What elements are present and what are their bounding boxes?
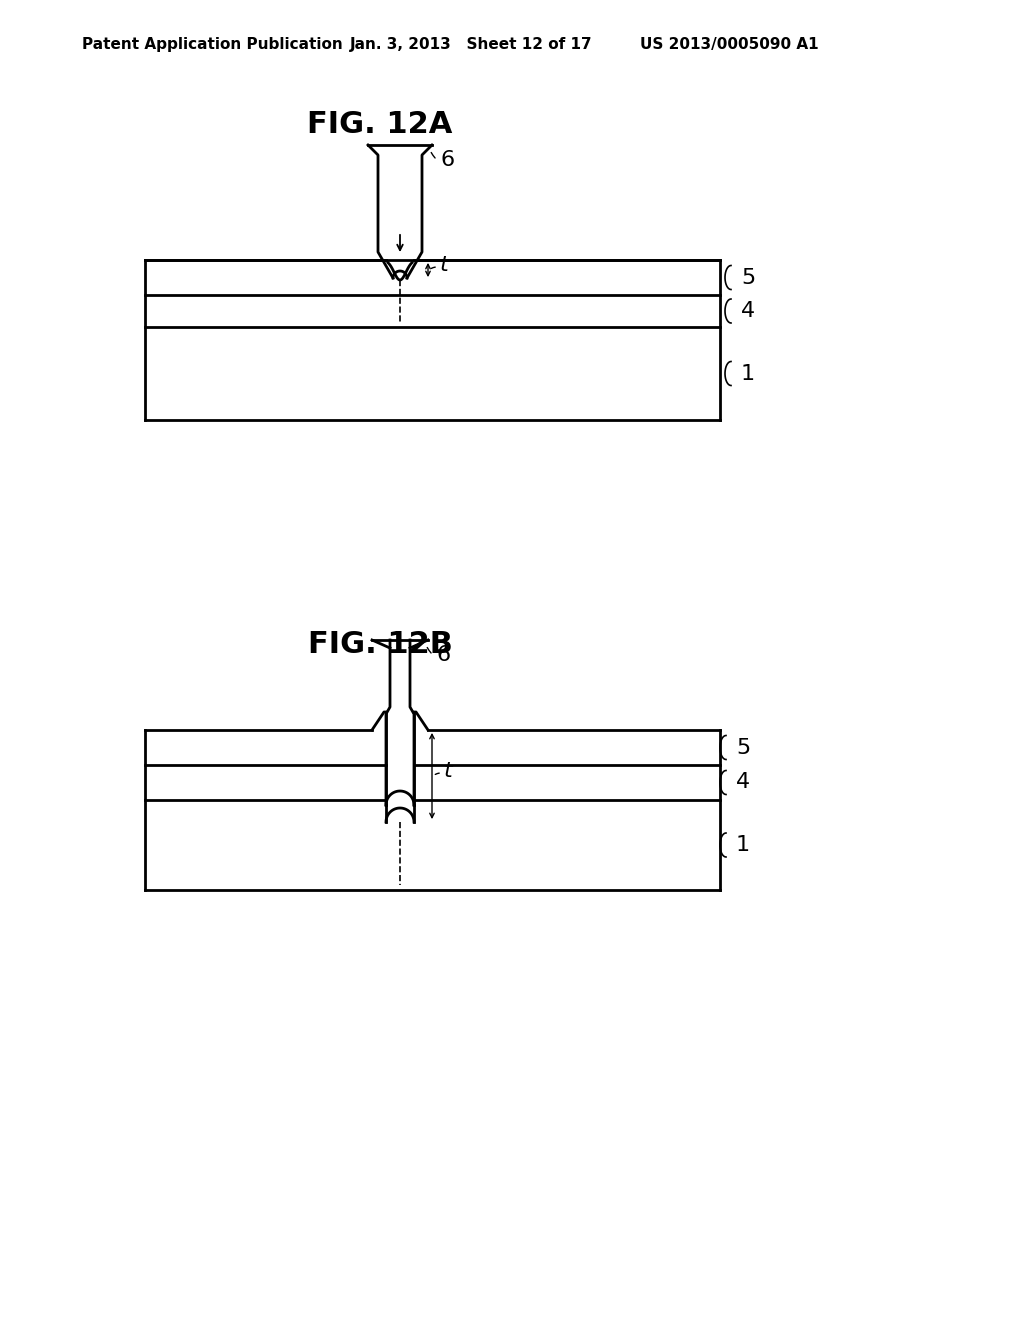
Text: 1: 1: [736, 836, 751, 855]
Text: 5: 5: [736, 738, 751, 758]
Text: t: t: [440, 255, 449, 275]
Text: t: t: [444, 762, 453, 781]
Text: FIG. 12B: FIG. 12B: [307, 630, 453, 659]
Text: 1: 1: [741, 363, 755, 384]
Text: 6: 6: [436, 645, 451, 665]
Text: Jan. 3, 2013   Sheet 12 of 17: Jan. 3, 2013 Sheet 12 of 17: [350, 37, 593, 51]
Text: US 2013/0005090 A1: US 2013/0005090 A1: [640, 37, 818, 51]
Text: 6: 6: [440, 150, 454, 170]
Text: 4: 4: [741, 301, 755, 321]
Text: 5: 5: [741, 268, 756, 288]
Text: Patent Application Publication: Patent Application Publication: [82, 37, 343, 51]
Text: 4: 4: [736, 772, 751, 792]
Text: FIG. 12A: FIG. 12A: [307, 110, 453, 139]
